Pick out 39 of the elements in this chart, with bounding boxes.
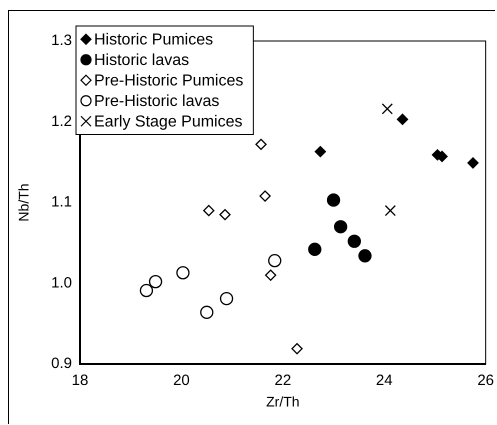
legend-label: Pre-Historic lavas	[94, 93, 220, 110]
point	[334, 220, 348, 234]
point	[314, 146, 326, 158]
point	[255, 138, 267, 150]
y-tick-label: 1.2	[51, 112, 72, 130]
x-tick-label: 24	[376, 372, 393, 390]
point	[308, 242, 322, 256]
point	[384, 204, 396, 216]
y-axis-title: Nb/Th	[15, 183, 32, 222]
point	[358, 249, 372, 262]
legend-label: Early Stage Pumices	[94, 114, 243, 131]
point	[203, 204, 214, 216]
point	[200, 306, 214, 319]
x-tick-label: 20	[173, 372, 190, 390]
x-tick-label: 26	[477, 372, 494, 390]
y-tick-label: 1.1	[51, 194, 72, 211]
point	[382, 103, 393, 114]
point	[467, 157, 479, 169]
point	[148, 274, 162, 288]
point	[268, 254, 282, 268]
point	[326, 193, 340, 207]
point	[348, 234, 361, 248]
legend-label: Pre-Historic Pumices	[94, 72, 244, 90]
point	[291, 343, 303, 354]
point	[396, 114, 408, 125]
point	[140, 284, 154, 298]
x-tick-label: 22	[274, 372, 292, 390]
point	[219, 208, 231, 220]
point	[176, 266, 190, 280]
x-tick-label: 18	[72, 372, 88, 390]
point	[265, 270, 276, 281]
x-axis-title: Zr/Th	[266, 393, 300, 410]
legend-label: Historic Pumices	[94, 32, 214, 49]
y-tick-label: 1.0	[51, 274, 72, 292]
point	[220, 292, 234, 306]
point	[259, 190, 271, 202]
y-tick-label: 1.3	[51, 32, 72, 50]
legend-label: Historic lavas	[94, 52, 190, 70]
y-tick-label: 0.9	[51, 355, 72, 372]
